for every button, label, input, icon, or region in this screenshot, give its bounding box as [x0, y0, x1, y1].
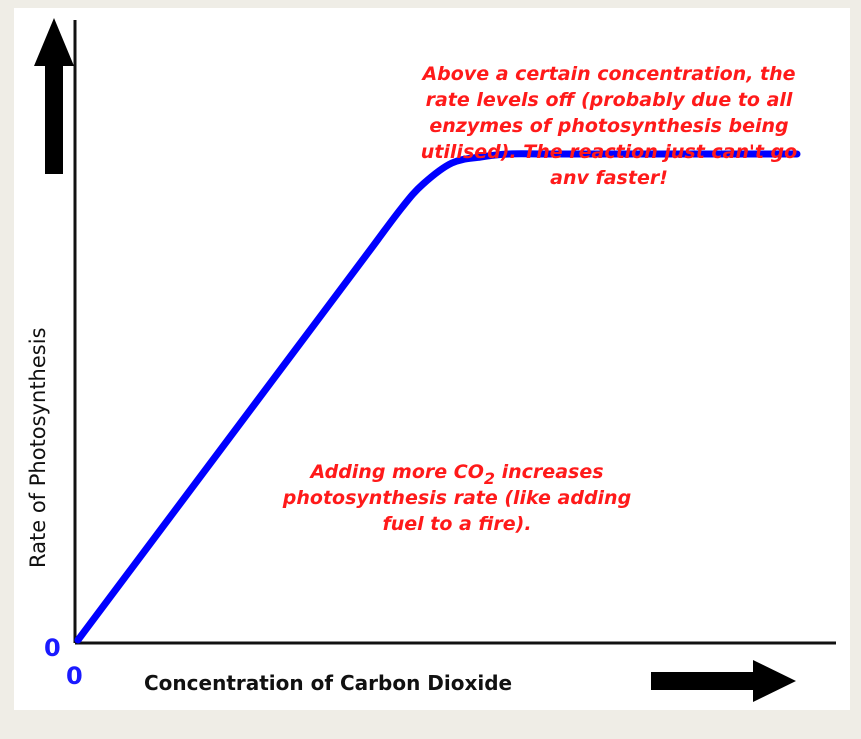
increase-annotation-line: fuel to a fire). — [382, 513, 531, 535]
plateau-annotation-line: enzymes of photosynthesis being — [429, 115, 788, 137]
series-line — [74, 150, 801, 644]
x-direction-arrow-icon — [651, 660, 796, 702]
chart-card: Rate of Photosynthesis Concentration of … — [14, 8, 850, 710]
plateau-annotation-line: utilised). The reaction just can't go — [421, 141, 797, 163]
increase-annotation: Adding more CO2 increases photosynthesis… — [282, 461, 631, 535]
plateau-annotation-line: Above a certain concentration, the — [420, 63, 795, 85]
increase-annotation-text: Adding more CO — [308, 461, 483, 483]
x-tick-label-0: 0 — [66, 662, 83, 690]
x-axis-label: Concentration of Carbon Dioxide — [144, 671, 512, 695]
increase-annotation-line: photosynthesis rate (like adding — [282, 487, 631, 509]
co2-subscript: 2 — [484, 469, 495, 488]
increase-annotation-suffix: increases — [495, 461, 604, 483]
increase-annotation-line: Adding more CO2 increases — [308, 461, 603, 488]
plateau-annotation-line: rate levels off (probably due to all — [426, 89, 793, 111]
y-direction-arrow-icon — [34, 18, 74, 174]
plateau-annotation-line: anv faster! — [550, 167, 668, 189]
y-tick-label-0: 0 — [44, 634, 61, 662]
photosynthesis-chart: Rate of Photosynthesis Concentration of … — [26, 18, 836, 702]
plateau-annotation: Above a certain concentration, the rate … — [420, 63, 797, 189]
y-axis-label: Rate of Photosynthesis — [26, 327, 50, 568]
